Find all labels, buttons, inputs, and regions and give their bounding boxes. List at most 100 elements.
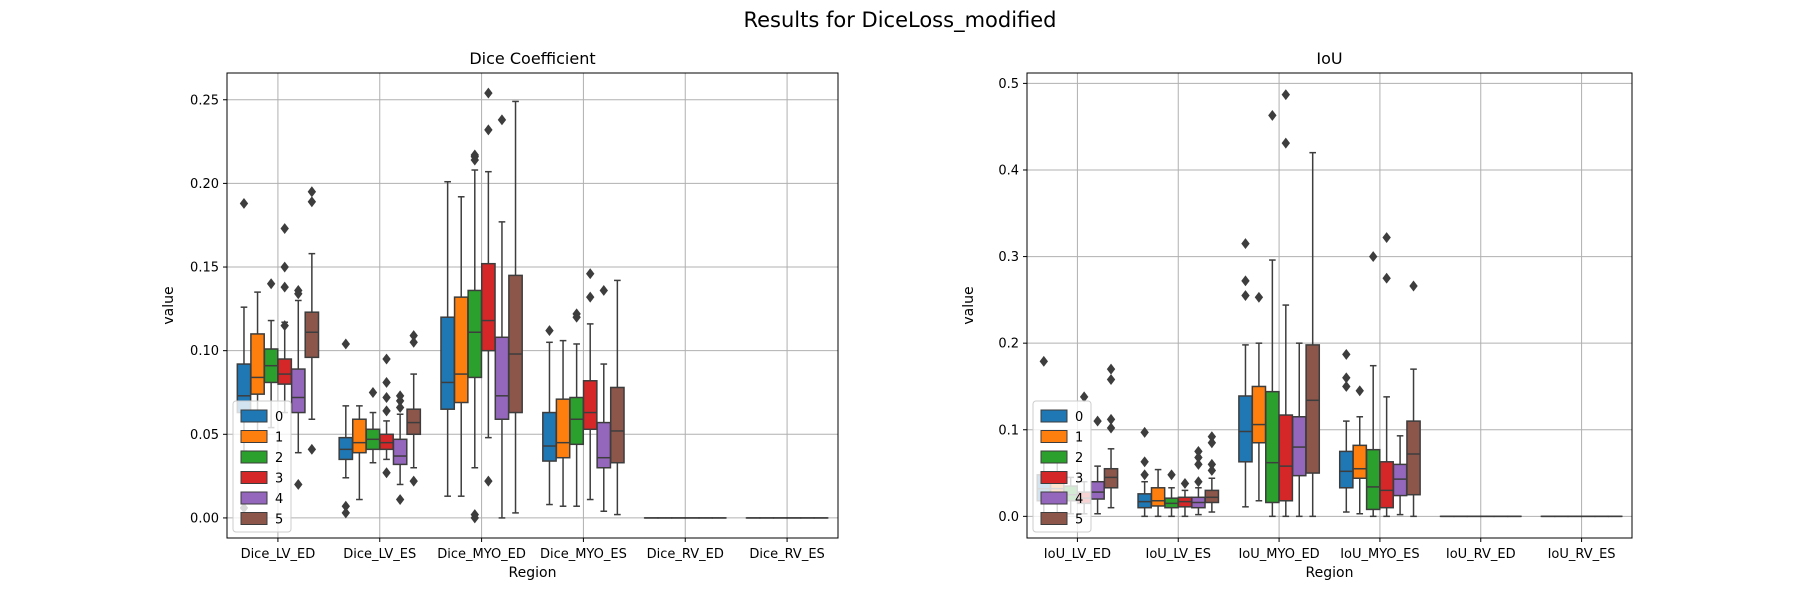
box-body <box>596 421 612 469</box>
tick-labels: 0.0 0.1 0.2 0.3 0.4 0.5 IoU_LV_ED IoU_LV_ES IoU_… <box>998 77 1615 562</box>
figure-suptitle: Results for DiceLoss_modified <box>743 8 1056 33</box>
outlier-point <box>266 278 276 290</box>
box-body <box>1150 487 1166 507</box>
outlier-point <box>1140 469 1149 481</box>
outlier-point <box>280 223 289 235</box>
x-tick-label: IoU_RV_ED <box>1446 547 1516 562</box>
outlier-point <box>1342 372 1351 384</box>
legend-label-0: 0 <box>1075 410 1083 425</box>
legend-swatch-1 <box>240 430 268 443</box>
outlier-point <box>1382 272 1391 284</box>
y-tick-label: 0.3 <box>998 250 1019 265</box>
legend-label-3: 3 <box>275 472 283 487</box>
box-series-4-Dice_LV_ED <box>290 284 306 490</box>
box-series-2-IoU_MYO_ES <box>1365 251 1381 518</box>
legend-swatch-3 <box>1040 471 1068 484</box>
box-body <box>1238 395 1253 463</box>
box-body <box>304 311 320 359</box>
box-body <box>1278 414 1294 502</box>
axes-frame <box>226 72 839 539</box>
outlier-point <box>341 338 351 350</box>
box-series-3-IoU_MYO_ED <box>1278 89 1294 518</box>
outlier-point <box>1140 426 1149 438</box>
box-marks <box>1036 89 1623 518</box>
legend-swatch-2 <box>1040 450 1068 464</box>
box-series-5-IoU_LV_ES <box>1204 431 1220 513</box>
outlier-point <box>1039 355 1049 367</box>
legend-swatch-1 <box>1040 430 1068 443</box>
outlier-point <box>484 124 493 136</box>
box-series-4-Dice_MYO_ED <box>494 114 510 519</box>
legend-swatch-2 <box>240 450 268 464</box>
tick-labels: 0.00 0.05 0.10 0.15 0.20 0.25 Dice_LV_ED Dice_L… <box>190 93 825 562</box>
outlier-point <box>382 392 391 403</box>
box-body <box>1305 344 1321 474</box>
outlier-point <box>1268 109 1277 121</box>
legend-swatch-5 <box>240 512 268 525</box>
box-series-2-IoU_LV_ES <box>1164 469 1179 518</box>
box-body <box>1379 461 1394 509</box>
legend-swatch-5 <box>1040 512 1068 525</box>
box-body <box>1291 416 1307 477</box>
legend-swatch-4 <box>1040 491 1068 505</box>
x-tick-label: IoU_LV_ES <box>1146 547 1211 562</box>
legend-swatch-0 <box>1040 409 1068 423</box>
y-tick-label: 0.00 <box>190 511 219 526</box>
outlier-point <box>239 198 249 209</box>
x-tick-label: IoU_MYO_ES <box>1340 547 1419 562</box>
legend-label-4: 4 <box>275 492 283 507</box>
outlier-point <box>1207 458 1217 470</box>
box-body <box>555 398 571 459</box>
outlier-point <box>294 288 303 300</box>
box-body <box>1251 385 1267 444</box>
y-tick-label: 0.2 <box>998 337 1019 352</box>
outlier-point <box>280 261 289 273</box>
outlier-point <box>409 475 418 487</box>
outlier-point <box>599 284 608 296</box>
outlier-point <box>484 475 493 487</box>
outlier-point <box>470 512 479 524</box>
outlier-point <box>307 196 317 208</box>
outlier-point <box>1281 89 1291 101</box>
box-series-4-Dice_LV_ES <box>392 390 408 505</box>
box-series-2-Dice_MYO_ES <box>569 308 585 507</box>
x-tick-label: Dice_MYO_ED <box>437 547 526 562</box>
outlier-point <box>1106 413 1116 425</box>
outlier-point <box>382 467 391 479</box>
box-body <box>1406 420 1421 496</box>
box-body <box>1204 489 1220 504</box>
outlier-point <box>572 311 581 323</box>
box-body <box>1090 480 1105 500</box>
outlier-point <box>1342 381 1351 392</box>
box-series-5-IoU_MYO_ED <box>1305 151 1321 518</box>
box-series-2-Dice_LV_ES <box>365 387 381 464</box>
box-series-3-Dice_MYO_ES <box>582 268 598 501</box>
y-axis-label: value <box>161 286 177 324</box>
legend-label-3: 3 <box>1075 472 1083 487</box>
x-tick-label: Dice_LV_ES <box>343 547 416 562</box>
outlier-point <box>470 154 479 166</box>
y-tick-label: 0.25 <box>190 93 219 108</box>
x-tick-label: Dice_LV_ED <box>241 547 316 562</box>
outlier-point <box>1194 445 1203 457</box>
outlier-point <box>1167 469 1176 481</box>
outlier-point <box>1382 232 1391 243</box>
y-tick-label: 0.10 <box>190 344 219 359</box>
box-series-0-IoU_LV_ES <box>1137 426 1152 518</box>
legend-label-2: 2 <box>1075 451 1083 466</box>
box-body <box>1338 450 1354 489</box>
box-body <box>1392 463 1408 497</box>
box-body <box>440 316 456 410</box>
outlier-point <box>1194 452 1203 463</box>
outlier-point <box>1368 251 1378 263</box>
box-body <box>542 411 557 462</box>
box-body <box>290 368 306 414</box>
box-series-3-Dice_MYO_ED <box>480 87 496 487</box>
box-body <box>508 274 523 414</box>
outlier-point <box>1254 291 1264 303</box>
box-body <box>609 386 625 464</box>
outlier-point <box>409 330 418 342</box>
x-tick-label: Dice_RV_ES <box>749 547 824 562</box>
outlier-point <box>341 507 351 519</box>
outlier-point <box>1207 431 1217 443</box>
